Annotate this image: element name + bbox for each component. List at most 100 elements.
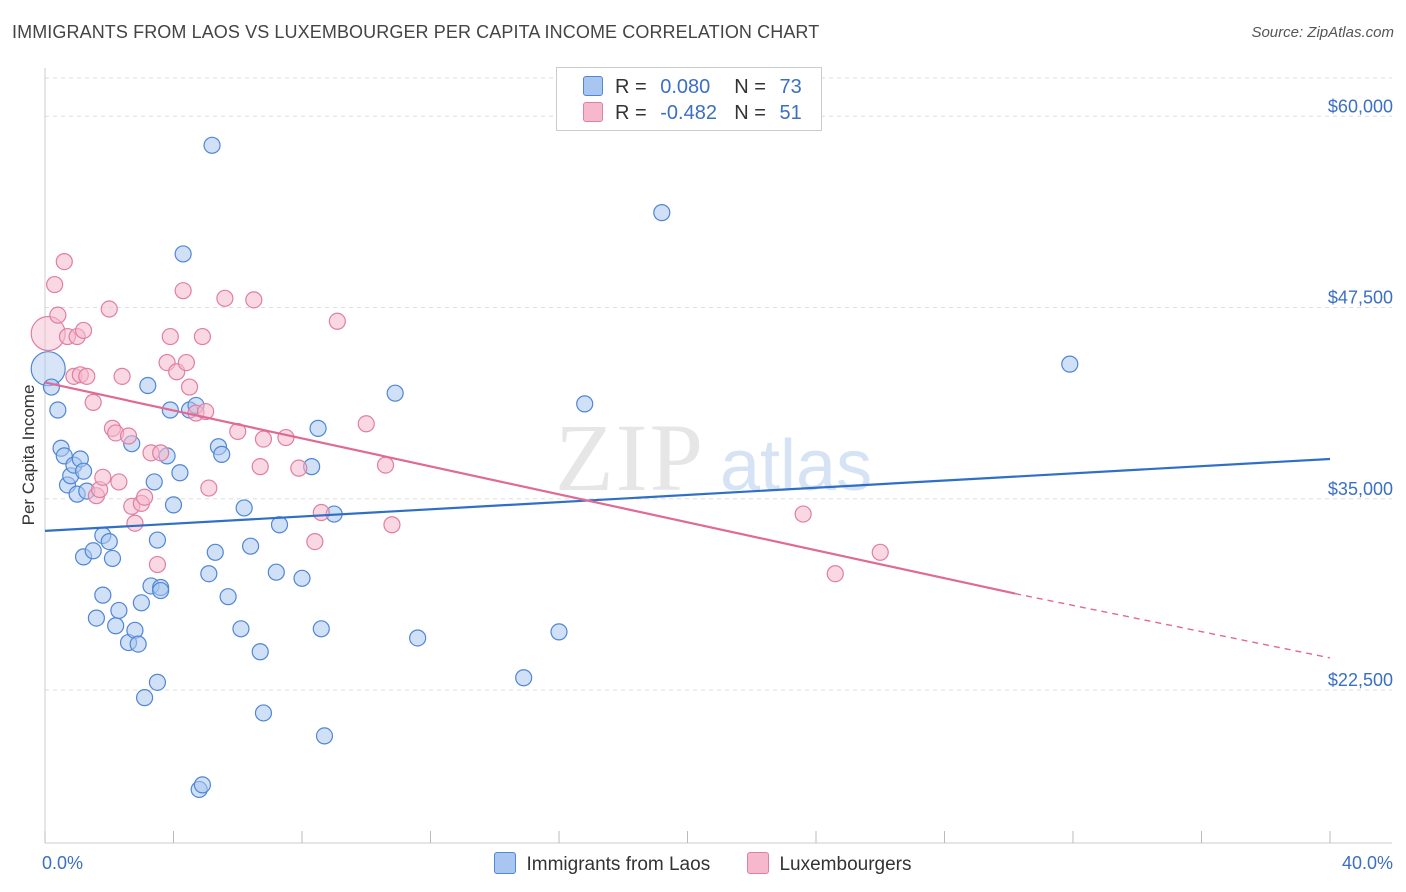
legend-r-label: R = [615, 76, 647, 98]
data-point-luxembourgers [312, 503, 330, 522]
legend-item-luxembourgers: Luxembourgers [747, 852, 912, 876]
data-point-laos [103, 549, 122, 568]
x-tick-labels: 0.0% 40.0% [42, 853, 1393, 873]
data-point-laos [84, 542, 102, 560]
data-point-laos [87, 609, 106, 627]
data-point-laos [242, 537, 260, 555]
data-point-luxembourgers [200, 479, 218, 497]
data-point-laos [49, 401, 67, 419]
data-point-laos [193, 776, 212, 794]
data-point-luxembourgers [148, 555, 167, 574]
data-point-laos [312, 620, 330, 638]
x-tick-label-max: 40.0% [1342, 853, 1393, 873]
data-point-laos [254, 704, 273, 722]
data-point-laos [152, 581, 170, 600]
legend-n-label: N = [734, 102, 766, 124]
legend-row-luxembourgers: R = -0.482 N = 51 [583, 102, 802, 128]
data-point-laos [550, 623, 568, 641]
data-point-luxembourgers [174, 282, 192, 300]
trend-line-laos [44, 457, 1331, 532]
data-point-laos [515, 669, 533, 687]
data-point-luxembourgers [135, 488, 154, 506]
series-luxembourgers [30, 253, 889, 583]
data-point-laos [164, 496, 183, 514]
data-point-luxembourgers [245, 291, 263, 309]
legend-n-label: N = [734, 76, 766, 98]
legend-swatch-luxembourgers [583, 102, 603, 122]
data-point-luxembourgers [46, 275, 64, 294]
data-point-laos [232, 620, 250, 638]
data-point-luxembourgers [794, 505, 812, 523]
data-point-luxembourgers [74, 321, 93, 340]
legend-swatch-luxembourgers [747, 852, 770, 874]
x-tick-label-min: 0.0% [42, 853, 83, 873]
data-point-luxembourgers [119, 427, 138, 445]
data-point-laos [132, 594, 150, 612]
data-point-laos [576, 395, 594, 413]
source-label: Source: ZipAtlas.com [1251, 24, 1394, 41]
watermark-atlas: atlas [720, 426, 872, 506]
data-point-laos [203, 136, 221, 154]
trend-line-luxembourgers-extension [1015, 592, 1331, 659]
data-point-laos [135, 689, 154, 707]
data-point-luxembourgers [306, 532, 324, 551]
data-point-luxembourgers [383, 516, 401, 534]
legend-swatch-laos [583, 76, 603, 96]
data-point-luxembourgers [126, 514, 144, 532]
data-point-laos [251, 643, 269, 661]
data-point-laos [94, 586, 112, 604]
legend-r-value: 0.080 [660, 76, 711, 98]
data-point-laos [74, 462, 93, 480]
grid-lines [45, 77, 1392, 691]
legend-swatch-laos [494, 852, 517, 874]
legend-item-laos: Immigrants from Laos [494, 852, 710, 876]
data-point-laos [139, 376, 157, 395]
data-point-luxembourgers [251, 458, 269, 476]
data-point-laos [213, 445, 231, 463]
data-point-luxembourgers [177, 353, 195, 372]
correlation-legend: R = 0.080 N = 73 R = -0.482 N = 51 [556, 67, 822, 131]
watermark: ZIP atlas [555, 404, 872, 511]
data-point-luxembourgers [110, 473, 128, 491]
data-point-luxembourgers [328, 312, 346, 330]
data-point-luxembourgers [193, 327, 212, 346]
data-point-laos [235, 499, 253, 517]
data-point-laos [107, 617, 125, 635]
data-point-laos [206, 543, 224, 561]
series-immigrants-from-laos [30, 136, 1079, 799]
data-point-luxembourgers [161, 327, 179, 346]
data-point-laos [267, 563, 285, 581]
data-point-laos [219, 588, 237, 606]
data-point-laos [148, 673, 167, 691]
data-point-luxembourgers [84, 393, 102, 411]
chart-title: IMMIGRANTS FROM LAOS VS LUXEMBOURGER PER… [12, 22, 820, 42]
data-point-luxembourgers [826, 565, 844, 583]
data-point-luxembourgers [277, 428, 295, 447]
data-point-laos [1061, 355, 1079, 373]
y-tick-label: $60,000 [1328, 96, 1393, 116]
data-point-luxembourgers [290, 459, 308, 477]
y-tick-label: $35,000 [1328, 479, 1393, 499]
data-point-luxembourgers [216, 289, 234, 307]
legend-label-laos: Immigrants from Laos [526, 854, 711, 875]
data-point-luxembourgers [113, 367, 131, 385]
data-point-luxembourgers [376, 456, 395, 474]
legend-r-label: R = [615, 102, 647, 124]
data-point-laos [129, 635, 147, 653]
data-point-laos [200, 565, 218, 583]
data-point-laos [110, 601, 128, 620]
data-point-luxembourgers [180, 378, 199, 396]
legend-n-value: 51 [779, 102, 802, 124]
legend-n-value: 73 [779, 76, 802, 98]
watermark-zip: ZIP [555, 404, 705, 511]
legend-r-value: -0.482 [660, 102, 717, 124]
data-point-laos [293, 569, 311, 587]
trend-lines [44, 381, 1331, 659]
data-point-laos [315, 727, 334, 745]
data-point-luxembourgers [100, 300, 118, 318]
data-point-luxembourgers [78, 367, 96, 385]
data-point-laos [653, 204, 671, 222]
data-point-luxembourgers [49, 306, 67, 324]
data-point-luxembourgers [152, 444, 170, 462]
